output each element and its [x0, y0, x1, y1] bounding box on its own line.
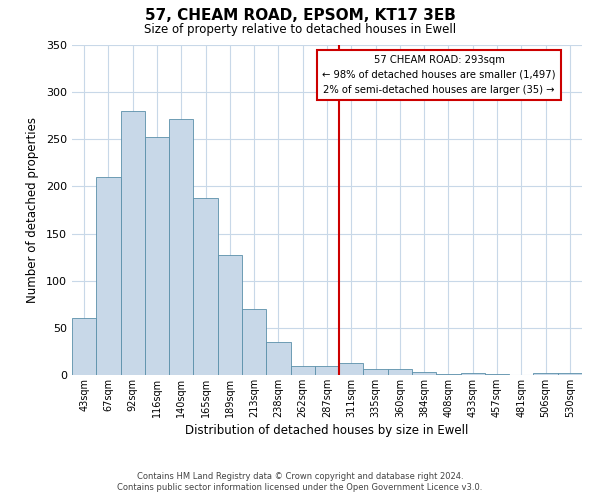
Bar	[121, 111, 145, 375]
Bar	[533, 373, 558, 375]
Text: 57 CHEAM ROAD: 293sqm
← 98% of detached houses are smaller (1,497)
2% of semi-de: 57 CHEAM ROAD: 293sqm ← 98% of detached …	[322, 55, 556, 94]
Text: Contains public sector information licensed under the Open Government Licence v3: Contains public sector information licen…	[118, 484, 482, 492]
Bar	[339, 362, 364, 375]
Bar	[412, 372, 436, 375]
Bar	[96, 177, 121, 375]
Bar	[193, 198, 218, 375]
Y-axis label: Number of detached properties: Number of detached properties	[26, 117, 39, 303]
Text: 57, CHEAM ROAD, EPSOM, KT17 3EB: 57, CHEAM ROAD, EPSOM, KT17 3EB	[145, 8, 455, 22]
X-axis label: Distribution of detached houses by size in Ewell: Distribution of detached houses by size …	[185, 424, 469, 437]
Bar	[72, 318, 96, 375]
Bar	[558, 373, 582, 375]
Bar	[388, 370, 412, 375]
Text: Contains HM Land Registry data © Crown copyright and database right 2024.: Contains HM Land Registry data © Crown c…	[137, 472, 463, 481]
Text: Size of property relative to detached houses in Ewell: Size of property relative to detached ho…	[144, 22, 456, 36]
Bar	[266, 342, 290, 375]
Bar	[485, 374, 509, 375]
Bar	[461, 373, 485, 375]
Bar	[145, 138, 169, 375]
Bar	[169, 118, 193, 375]
Bar	[290, 366, 315, 375]
Bar	[364, 370, 388, 375]
Bar	[242, 309, 266, 375]
Bar	[315, 366, 339, 375]
Bar	[436, 374, 461, 375]
Bar	[218, 256, 242, 375]
